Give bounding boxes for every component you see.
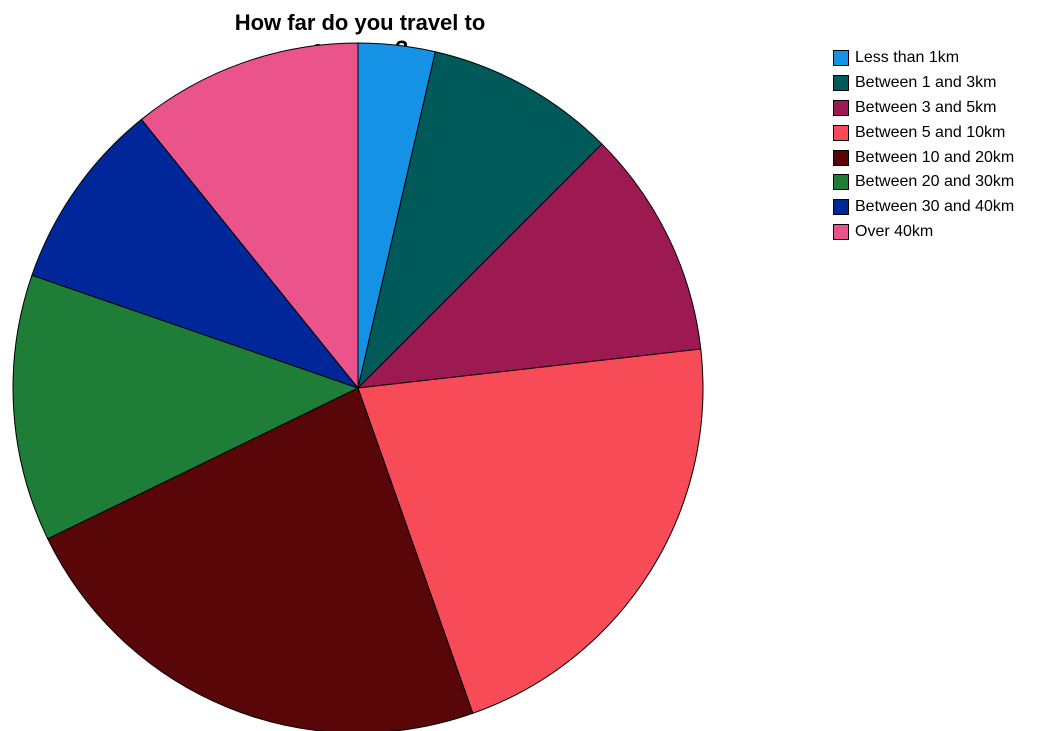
legend-swatch [833,99,849,116]
legend-label: Over 40km [855,222,934,240]
legend-item: Between 10 and 20km [833,145,1014,170]
pie-slice-7 [31,118,360,390]
legend-label: Between 20 and 30km [855,173,1015,191]
legend-swatch [833,223,849,240]
legend: Less than 1km Between 1 and 3km Between 3 … [833,46,1014,244]
pie-slice-4 [357,348,704,714]
pie-slice-2 [357,51,603,390]
legend-item: Over 40km [833,220,1014,245]
pie-slice-5 [47,387,474,731]
legend-swatch [833,174,849,191]
pie-slice-6 [12,274,360,540]
legend-label: Between 10 and 20km [855,148,1015,166]
pie-slice-8 [140,42,359,390]
legend-item: Between 30 and 40km [833,195,1014,220]
legend-item: Between 20 and 30km [833,170,1014,195]
legend-swatch [833,124,849,141]
legend-item: Between 5 and 10km [833,120,1014,145]
legend-label: Less than 1km [855,49,960,67]
legend-label: Between 5 and 10km [855,123,1006,141]
legend-item: Between 1 and 3km [833,71,1014,96]
legend-label: Between 30 and 40km [855,198,1015,216]
legend-swatch [833,75,849,92]
legend-label: Between 1 and 3km [855,74,997,92]
legend-swatch [833,50,849,67]
legend-swatch [833,149,849,166]
legend-label: Between 3 and 5km [855,98,997,116]
legend-item: Less than 1km [833,46,1014,71]
pie-slice-3 [356,143,702,389]
legend-item: Between 3 and 5km [833,96,1014,121]
legend-swatch [833,199,849,216]
